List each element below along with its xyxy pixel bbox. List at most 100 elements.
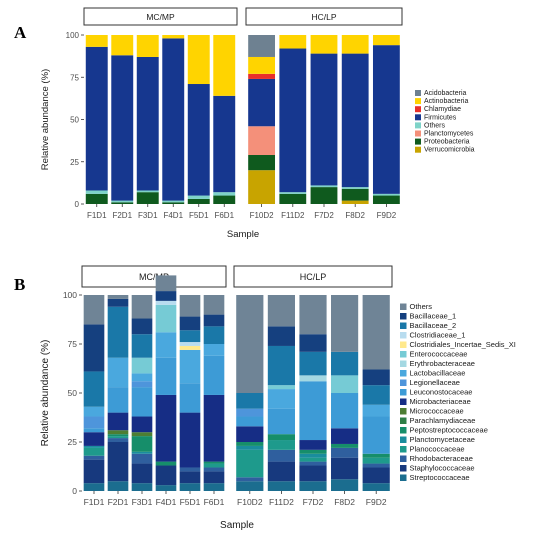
- legend-label: Chlamydiae: [424, 106, 461, 113]
- bar-segment: [187, 198, 210, 204]
- bar-segment: [83, 295, 105, 325]
- bar-segment: [203, 467, 225, 472]
- legend-swatch: [415, 98, 421, 105]
- legend-swatch: [400, 351, 407, 358]
- bar-segment: [107, 434, 129, 437]
- legend-label: Proteobacteria: [424, 139, 470, 146]
- bar-segment: [362, 404, 390, 417]
- bar-segment: [267, 440, 295, 450]
- bar-segment: [107, 298, 129, 307]
- chart-panel-b: MC/MP HC/LP 0 25 50 75 100 Relative abundance (…: [40, 265, 516, 531]
- legend-label: Firmicutes: [424, 114, 457, 121]
- bar-segment: [267, 345, 295, 386]
- bar-segment: [107, 357, 129, 388]
- bar-segment: [310, 185, 338, 188]
- legend-swatch: [400, 408, 407, 415]
- bar-segment: [267, 295, 295, 327]
- legend-swatch: [415, 114, 421, 121]
- bar-segment: [267, 434, 295, 441]
- bar-segment: [131, 453, 153, 464]
- legend-label: Rhodobacteraceae: [410, 454, 473, 463]
- bar-segment: [267, 481, 295, 491]
- bar-segment: [203, 344, 225, 356]
- x-tick-label: F11D2: [281, 211, 305, 220]
- y-tick-label: 100: [63, 290, 77, 300]
- legend-label: Planctomycetaceae: [410, 435, 475, 444]
- bar-segment: [279, 48, 307, 193]
- bar-segment: [111, 55, 134, 201]
- bar-segment: [299, 440, 327, 450]
- y-tick-label: 50: [68, 388, 78, 398]
- bar-segment: [362, 385, 390, 405]
- legend-label: Others: [424, 122, 446, 129]
- legend-swatch: [415, 106, 421, 113]
- legend-swatch: [415, 138, 421, 145]
- legend-swatch: [400, 360, 407, 367]
- bar-segment: [299, 351, 327, 376]
- bar-segment: [310, 53, 338, 186]
- bar-segment: [155, 275, 177, 292]
- bar-segment: [236, 481, 264, 491]
- legend-swatch: [415, 122, 421, 129]
- bar-segment: [162, 35, 185, 39]
- y-tick-label: 100: [66, 31, 80, 40]
- legend-label: Leuconostocaceae: [410, 388, 473, 397]
- bar-segment: [267, 326, 295, 346]
- x-axis-label: Sample: [220, 520, 254, 531]
- legend-swatch: [400, 474, 407, 481]
- x-tick-label: F6D1: [214, 211, 234, 220]
- bar-segment: [362, 483, 390, 491]
- bar-segment: [299, 453, 327, 458]
- bar-segment: [203, 483, 225, 491]
- bar-segment: [267, 385, 295, 390]
- bar-segment: [131, 463, 153, 484]
- x-tick-label: F3D1: [132, 497, 153, 507]
- bar-segment: [155, 357, 177, 395]
- bar-segment: [85, 190, 108, 194]
- bar-segment: [236, 393, 264, 409]
- bar-segment: [341, 188, 369, 201]
- bar-segment: [236, 416, 264, 427]
- legend-label: Staphylococcaceae: [410, 464, 475, 473]
- bar-segment: [179, 330, 201, 343]
- legend-swatch: [400, 303, 407, 310]
- bar-segment: [131, 381, 153, 388]
- bar-segment: [372, 195, 400, 204]
- bar-segment: [131, 357, 153, 374]
- legend-swatch: [400, 379, 407, 386]
- bar-segment: [187, 195, 210, 199]
- bar-segment: [299, 481, 327, 491]
- y-tick-label: 25: [68, 437, 78, 447]
- legend-swatch: [400, 389, 407, 396]
- bar-segment: [236, 442, 264, 446]
- bar-segment: [179, 471, 201, 484]
- bar-segment: [331, 295, 359, 352]
- bar-segment: [131, 334, 153, 358]
- bar-segment: [131, 295, 153, 319]
- x-tick-label: F5D1: [180, 497, 201, 507]
- bar-segment: [299, 334, 327, 352]
- bar-segment: [107, 306, 129, 358]
- bar-segment: [299, 381, 327, 441]
- legend-label: Legionellaceae: [410, 378, 460, 387]
- bar-segment: [203, 295, 225, 315]
- bar-segment: [107, 436, 129, 439]
- bar-segment: [179, 483, 201, 491]
- bar-segment: [107, 442, 129, 482]
- legend-label: Actinobacteria: [424, 98, 468, 105]
- y-tick-label: 50: [70, 116, 79, 125]
- x-tick-label: F4D1: [156, 497, 177, 507]
- x-tick-label: F9D2: [366, 497, 387, 507]
- facet-strip: [83, 7, 238, 26]
- bar-segment: [299, 449, 327, 454]
- y-tick-label: 25: [70, 158, 79, 167]
- bar-segment: [136, 35, 159, 57]
- bar-segment: [107, 387, 129, 413]
- bar-segment: [248, 35, 276, 57]
- legend-label: Others: [410, 302, 433, 311]
- legend-swatch: [415, 90, 421, 96]
- bar-segment: [236, 449, 264, 478]
- legend-label: Clostridiaceae_1: [410, 331, 466, 340]
- bar-segment: [341, 53, 369, 188]
- x-tick-label: F3D1: [138, 211, 158, 220]
